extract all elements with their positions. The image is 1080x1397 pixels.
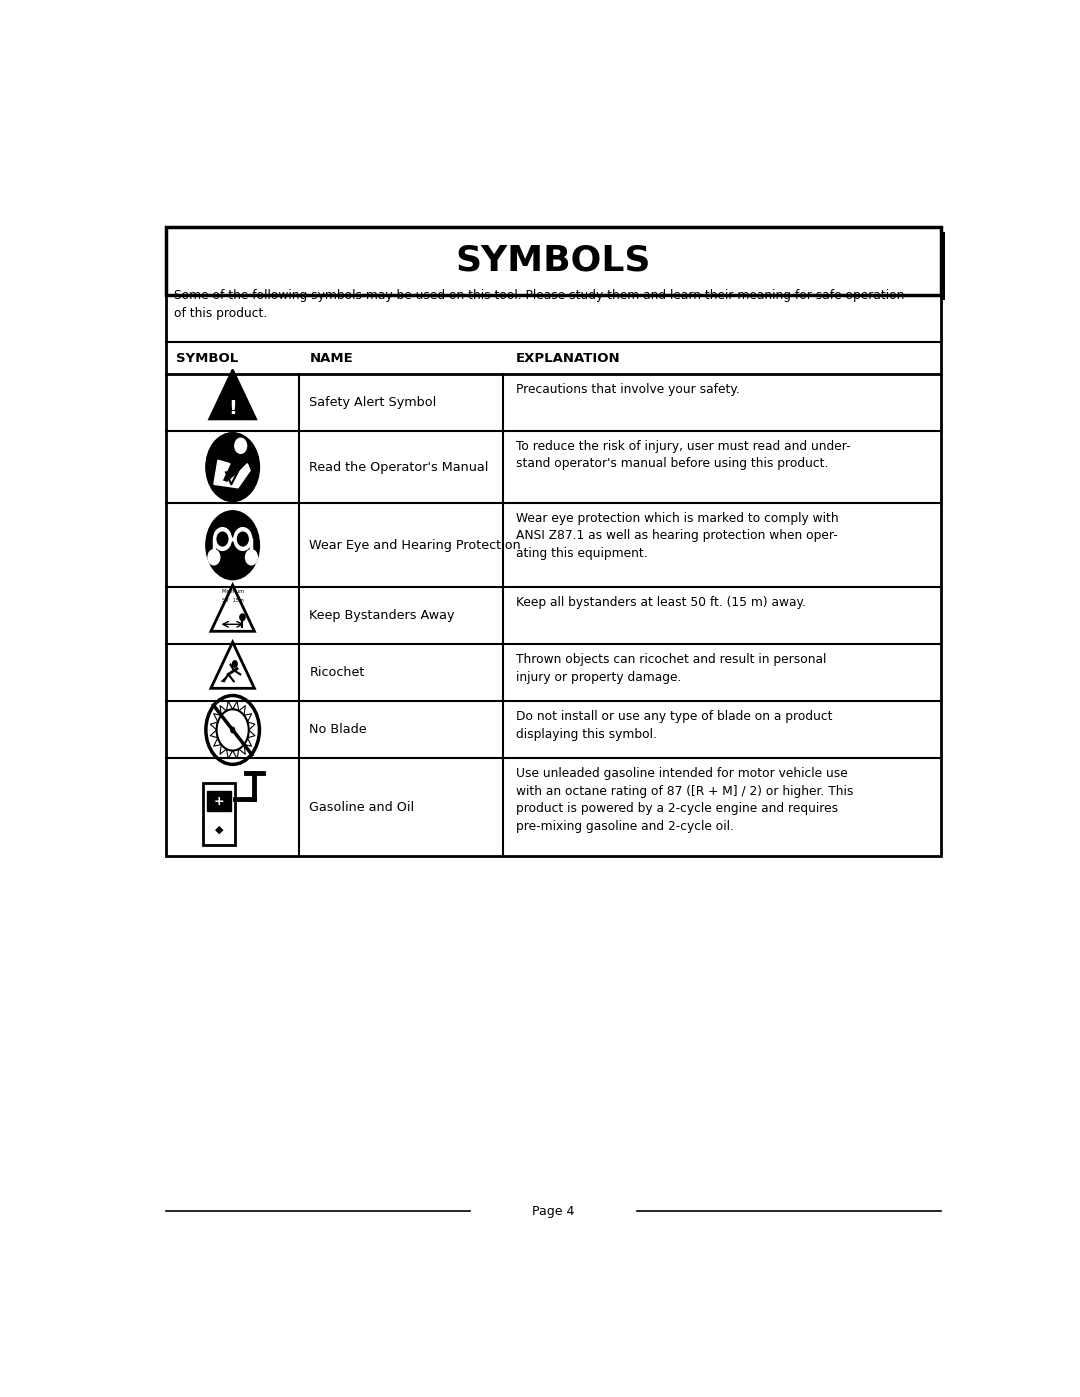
- Text: Keep all bystanders at least 50 ft. (15 m) away.: Keep all bystanders at least 50 ft. (15 …: [515, 597, 806, 609]
- Text: Wear eye protection which is marked to comply with
ANSI Z87.1 as well as hearing: Wear eye protection which is marked to c…: [515, 511, 838, 560]
- FancyBboxPatch shape: [166, 226, 941, 295]
- FancyBboxPatch shape: [171, 232, 945, 300]
- Text: Thrown objects can ricochet and result in personal
injury or property damage.: Thrown objects can ricochet and result i…: [515, 652, 826, 683]
- Text: SYMBOLS: SYMBOLS: [456, 243, 651, 278]
- Circle shape: [234, 439, 246, 454]
- Text: ◆: ◆: [215, 824, 224, 834]
- Text: +: +: [214, 795, 225, 807]
- Text: Precautions that involve your safety.: Precautions that involve your safety.: [515, 383, 740, 395]
- Circle shape: [230, 726, 235, 733]
- Circle shape: [245, 549, 257, 564]
- Text: Do not install or use any type of blade on a product
displaying this symbol.: Do not install or use any type of blade …: [515, 710, 833, 740]
- Circle shape: [214, 528, 231, 550]
- Text: Page 4: Page 4: [532, 1204, 575, 1218]
- Text: Read the Operator's Manual: Read the Operator's Manual: [309, 461, 489, 474]
- Text: Safety Alert Symbol: Safety Alert Symbol: [309, 397, 436, 409]
- Text: EXPLANATION: EXPLANATION: [515, 352, 620, 365]
- Circle shape: [208, 549, 220, 564]
- Circle shape: [232, 659, 238, 668]
- FancyBboxPatch shape: [203, 784, 235, 845]
- Text: Ricochet: Ricochet: [309, 666, 365, 679]
- Text: NAME: NAME: [309, 352, 353, 365]
- Circle shape: [240, 613, 245, 620]
- Text: Keep Bystanders Away: Keep Bystanders Away: [309, 609, 455, 623]
- Circle shape: [238, 532, 248, 546]
- Text: Wear Eye and Hearing Protection: Wear Eye and Hearing Protection: [309, 539, 521, 552]
- Text: Some of the following symbols may be used on this tool. Please study them and le: Some of the following symbols may be use…: [174, 289, 905, 320]
- Circle shape: [234, 528, 252, 550]
- Text: Minimum: Minimum: [221, 590, 244, 594]
- Text: No Blade: No Blade: [309, 724, 367, 736]
- Text: To reduce the risk of injury, user must read and under-
stand operator's manual : To reduce the risk of injury, user must …: [515, 440, 850, 471]
- Circle shape: [217, 532, 228, 546]
- Circle shape: [206, 433, 259, 502]
- Polygon shape: [214, 460, 251, 488]
- Circle shape: [206, 511, 259, 580]
- FancyBboxPatch shape: [207, 791, 231, 812]
- Polygon shape: [210, 370, 256, 419]
- Text: SYMBOL: SYMBOL: [176, 352, 239, 365]
- Text: Use unleaded gasoline intended for motor vehicle use
with an octane rating of 87: Use unleaded gasoline intended for motor…: [515, 767, 853, 833]
- Text: !: !: [228, 398, 238, 418]
- Text: Gasoline and Oil: Gasoline and Oil: [309, 800, 415, 814]
- Text: 50'  15m: 50' 15m: [221, 598, 243, 602]
- FancyBboxPatch shape: [166, 281, 941, 856]
